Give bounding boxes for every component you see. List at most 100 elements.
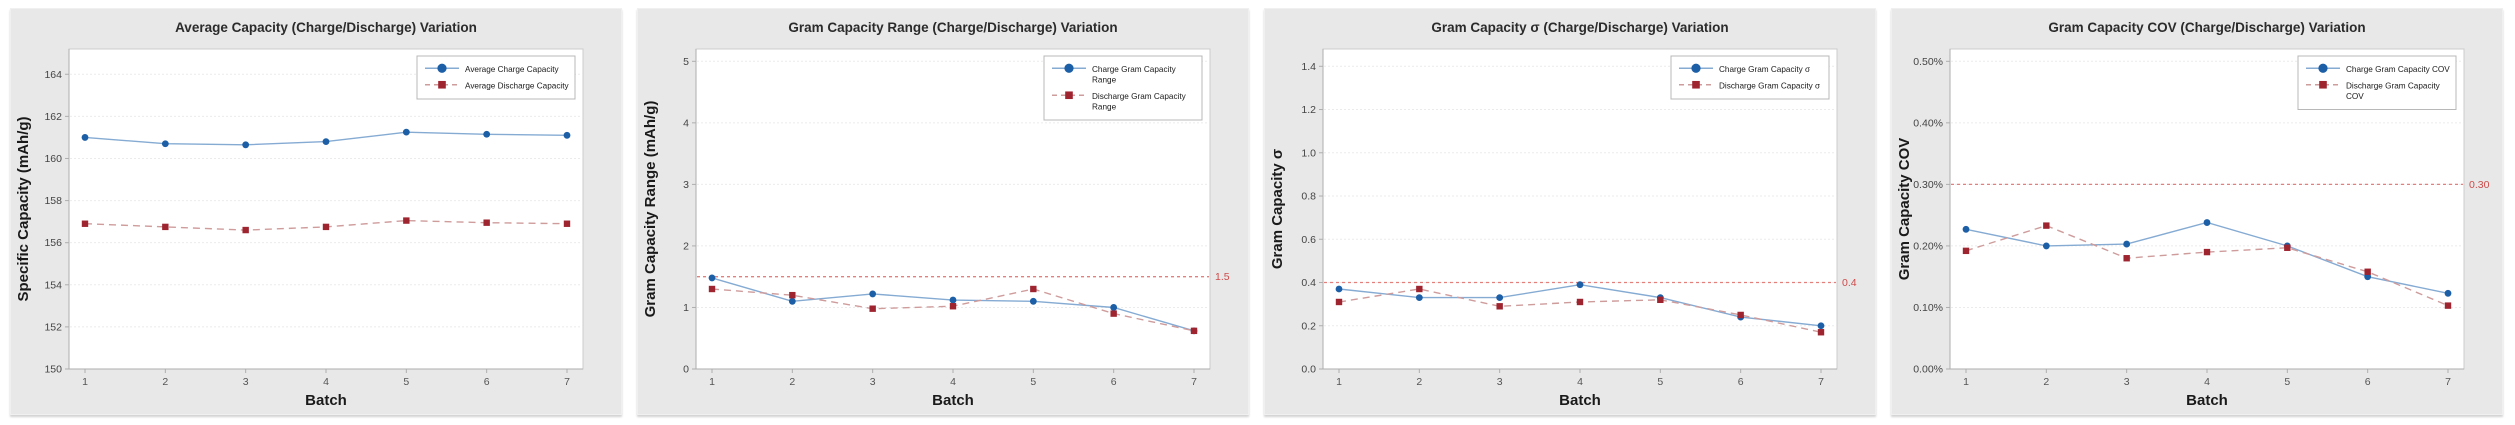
- y-tick-label: 2: [683, 240, 689, 252]
- chart-title: Gram Capacity Range (Charge/Discharge) V…: [788, 20, 1117, 35]
- data-point-discharge-batch-6: [1737, 311, 1744, 319]
- legend-item-charge: Charge Gram Capacity Range: [1052, 63, 1177, 85]
- x-tick-label: 1: [709, 376, 715, 388]
- legend-label: Charge Gram Capacity σ: [1719, 65, 1810, 74]
- legend-marker-circle-icon: [1691, 63, 1701, 73]
- legend-marker-circle-icon: [437, 63, 447, 73]
- x-tick-label: 2: [789, 376, 795, 388]
- plot-area: [1322, 48, 1838, 370]
- x-tick-label: 7: [564, 376, 570, 388]
- x-axis-label: Batch: [305, 392, 347, 409]
- data-point-discharge-batch-3: [242, 226, 249, 234]
- data-point-discharge-batch-4: [322, 223, 330, 231]
- x-axis-label: Batch: [932, 392, 974, 409]
- y-tick-label: 0.6: [1301, 234, 1316, 246]
- data-point-charge-batch-3: [2123, 240, 2131, 248]
- y-axis-label: Gram Capacity σ: [1269, 149, 1286, 269]
- x-tick-label: 7: [2445, 376, 2451, 388]
- x-tick-label: 6: [484, 376, 490, 388]
- data-point-discharge-batch-4: [2203, 248, 2211, 256]
- chart-title: Gram Capacity σ (Charge/Discharge) Varia…: [1431, 20, 1728, 35]
- legend-label: Charge Gram Capacity: [1092, 65, 1177, 74]
- chart-average-capacity: 150 152 154 156 158 160 162 164 1 2 3 4 5 6 7 Average C…: [15, 20, 584, 409]
- y-tick-label: 154: [44, 279, 62, 291]
- x-tick-label: 6: [1111, 376, 1117, 388]
- data-point-charge-batch-3: [1496, 294, 1504, 302]
- reference-line-label: 1.5: [1215, 271, 1230, 283]
- data-point-discharge-batch-2: [789, 291, 796, 299]
- x-tick-label: 3: [1497, 376, 1503, 388]
- data-point-charge-batch-7: [1817, 322, 1825, 330]
- data-point-discharge-batch-6: [1110, 310, 1117, 317]
- y-tick-label: 0.40%: [1913, 117, 1943, 129]
- legend-item-discharge: Discharge Gram Capacity σ: [1679, 80, 1820, 91]
- legend-label: COV: [2346, 92, 2364, 101]
- data-point-discharge-batch-1: [1335, 298, 1343, 306]
- plot-area: [68, 48, 584, 370]
- x-tick-label: 4: [323, 376, 329, 388]
- reference-line-label: 0.4: [1842, 277, 1857, 289]
- y-tick-label: 5: [683, 56, 689, 68]
- x-tick-label: 6: [1738, 376, 1744, 388]
- data-point-charge-batch-4: [322, 138, 330, 146]
- legend-label: Range: [1092, 76, 1117, 85]
- data-point-charge-batch-1: [1335, 285, 1343, 293]
- data-point-charge-batch-3: [242, 141, 250, 149]
- data-point-charge-batch-5: [1029, 297, 1037, 305]
- x-tick-label: 7: [1191, 376, 1197, 388]
- data-point-discharge-batch-7: [1817, 329, 1825, 336]
- x-tick-label: 1: [1963, 376, 1969, 388]
- x-tick-label: 2: [162, 376, 168, 388]
- data-point-charge-batch-2: [1415, 294, 1423, 302]
- legend: Charge Gram Capacity σ Discharge Gram Cap…: [1670, 55, 1830, 100]
- x-tick-label: 4: [950, 376, 956, 388]
- data-point-discharge-batch-3: [2123, 255, 2130, 262]
- data-point-discharge-batch-5: [1657, 296, 1664, 304]
- data-point-discharge-batch-1: [708, 285, 716, 293]
- legend-box: [1670, 55, 1830, 100]
- chart-gram-capacity-cov: 0.30 0.00% 0.10% 0.20% 0.30% 0.40% 0.50% 1 2 3 4 5 6…: [1896, 20, 2490, 409]
- legend: Charge Gram Capacity COV Discharge Gram C…: [2297, 55, 2457, 110]
- y-tick-label: 0.4: [1301, 277, 1316, 289]
- y-axis-label: Gram Capacity COV: [1896, 138, 1913, 281]
- y-tick-label: 0.0: [1301, 364, 1316, 376]
- data-point-charge-batch-6: [2364, 273, 2372, 281]
- chart-panel-gram-capacity-range: 1.5 0 1 2 3 4 5 1 2 3 4 5 6 7 Gram Capacity Range (Cha…: [637, 8, 1249, 415]
- data-point-discharge-batch-2: [2043, 222, 2050, 229]
- y-tick-label: 160: [44, 153, 62, 165]
- legend-label: Average Discharge Capacity: [465, 82, 570, 91]
- y-tick-label: 0: [683, 364, 689, 376]
- data-point-charge-batch-2: [2042, 242, 2050, 250]
- x-tick-label: 5: [2284, 376, 2290, 388]
- data-point-discharge-batch-7: [1190, 327, 1198, 335]
- data-point-charge-batch-1: [81, 134, 89, 141]
- x-tick-label: 5: [1030, 376, 1036, 388]
- x-tick-label: 7: [1818, 376, 1824, 388]
- y-tick-label: 162: [44, 111, 62, 123]
- data-point-charge-batch-5: [402, 128, 410, 136]
- y-tick-label: 0.2: [1301, 320, 1316, 332]
- data-point-charge-batch-7: [2444, 289, 2452, 297]
- chart-panel-gram-capacity-sigma: 0.4 0.0 0.2 0.4 0.6 0.8 1.0 1.2 1.4 1 2 3 4 5 6 7 Gram C…: [1264, 8, 1876, 415]
- x-axis-label: Batch: [1559, 392, 1601, 409]
- y-tick-label: 158: [44, 195, 62, 207]
- chart-gram-capacity-range: 1.5 0 1 2 3 4 5 1 2 3 4 5 6 7 Gram Capacity Range (Cha…: [642, 20, 1230, 409]
- legend-item-charge: Charge Gram Capacity σ: [1679, 63, 1810, 74]
- legend-marker-circle-icon: [2318, 63, 2328, 73]
- y-tick-label: 164: [44, 69, 62, 81]
- legend-box: [416, 55, 576, 100]
- legend-label: Charge Gram Capacity COV: [2346, 65, 2450, 74]
- data-point-discharge-batch-7: [2444, 302, 2452, 309]
- y-tick-label: 0.50%: [1913, 56, 1943, 68]
- x-tick-label: 1: [1336, 376, 1342, 388]
- data-point-charge-batch-4: [1576, 281, 1584, 289]
- y-tick-label: 152: [44, 321, 62, 333]
- reference-line-label: 0.30: [2469, 179, 2490, 191]
- data-point-charge-batch-7: [563, 131, 571, 139]
- legend-label: Average Charge Capacity: [465, 65, 560, 74]
- y-tick-label: 0.00%: [1913, 364, 1943, 376]
- chart-title: Average Capacity (Charge/Discharge) Vari…: [175, 20, 477, 35]
